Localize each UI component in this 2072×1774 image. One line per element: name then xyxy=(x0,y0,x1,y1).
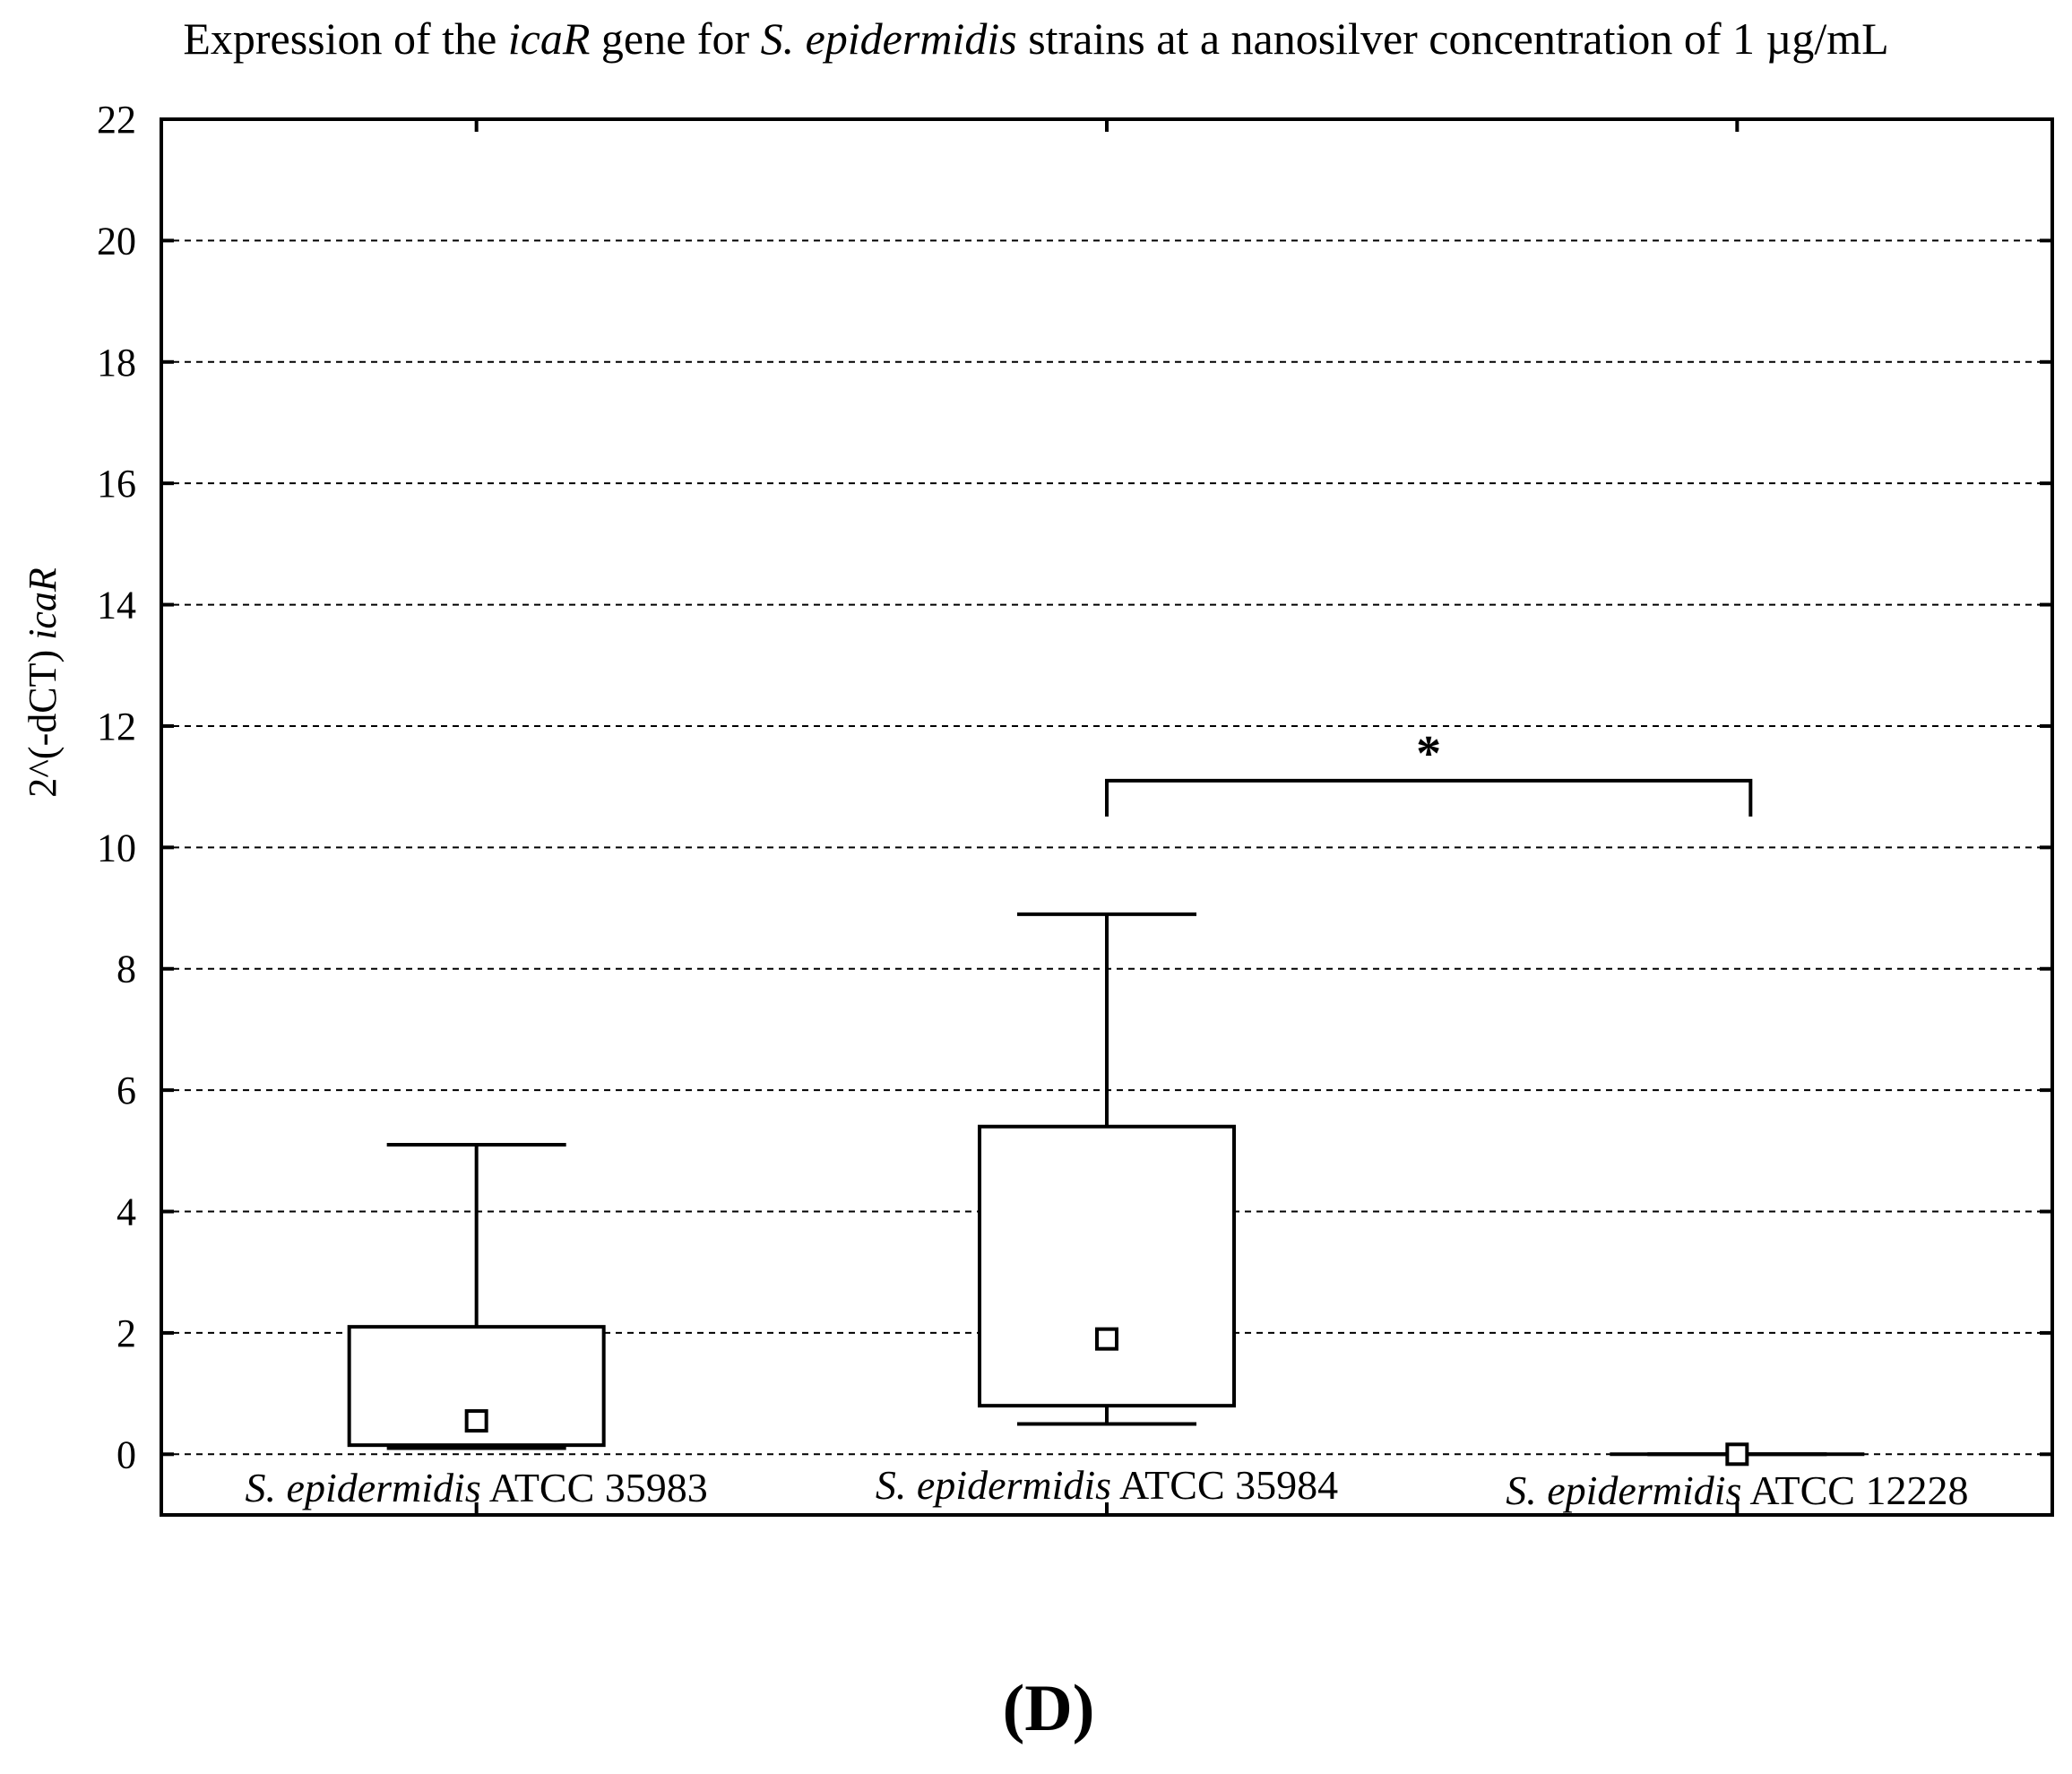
iqr-box xyxy=(978,1124,1236,1408)
y-tick-label: 12 xyxy=(97,705,136,749)
y-tick-label: 2 xyxy=(117,1311,136,1355)
strain-name: ATCC 12228 xyxy=(1741,1467,1968,1513)
mean-marker xyxy=(1725,1442,1749,1467)
mean-marker xyxy=(464,1409,488,1433)
y-tick-label: 18 xyxy=(97,341,136,385)
panel-label: (D) xyxy=(1003,1672,1095,1745)
mean-marker xyxy=(1095,1327,1118,1351)
text-part: S. epidermidis xyxy=(761,13,1017,64)
x-axis-ticks xyxy=(474,119,1740,1515)
significance-marker: * xyxy=(1416,726,1441,782)
y-axis-ticks: 0 2 4 6 8 10 12 14 16 18 20 22 xyxy=(97,98,2052,1476)
x-category-label: S. epidermidis ATCC 35984 xyxy=(876,1462,1338,1508)
box-plot-2 xyxy=(978,912,1236,1426)
species-name: S. epidermidis xyxy=(246,1465,481,1510)
y-tick-label: 8 xyxy=(117,948,136,991)
y-tick-label: 10 xyxy=(97,826,136,870)
x-category-label: S. epidermidis ATCC 12228 xyxy=(1506,1467,1968,1513)
y-tick-label: 22 xyxy=(97,98,136,142)
text-part: Expression of the xyxy=(183,13,507,64)
y-tick-label: 0 xyxy=(117,1432,136,1476)
strain-name: ATCC 35983 xyxy=(481,1465,708,1510)
y-tick-label: 14 xyxy=(97,584,136,627)
strain-name: ATCC 35984 xyxy=(1111,1462,1338,1508)
x-category-label: S. epidermidis ATCC 35983 xyxy=(246,1465,708,1510)
y-tick-label: 16 xyxy=(97,462,136,506)
text-part: icaR xyxy=(508,13,591,64)
text-part: strains at a nanosilver concentration of… xyxy=(1017,13,1889,64)
species-name: S. epidermidis xyxy=(1506,1467,1741,1513)
box-plot-3 xyxy=(1610,1442,1865,1467)
significance-bracket xyxy=(1105,778,1753,817)
box-plot-1 xyxy=(347,1143,606,1450)
significance-annotation: * xyxy=(1105,726,1753,817)
text-part: icaR xyxy=(21,567,65,640)
y-axis-label: 2^(-dCT) icaR xyxy=(21,567,65,798)
text-part: gene for xyxy=(590,13,760,64)
box-plots xyxy=(347,912,1865,1467)
text-part: 2^(-dCT) xyxy=(21,640,65,798)
y-tick-label: 4 xyxy=(117,1190,136,1234)
x-axis-category-labels: S. epidermidis ATCC 35983 S. epidermidis … xyxy=(246,1462,1969,1513)
y-tick-label: 6 xyxy=(117,1069,136,1112)
chart-title: Expression of the icaR gene for S. epide… xyxy=(183,13,1888,64)
y-tick-label: 20 xyxy=(97,219,136,263)
species-name: S. epidermidis xyxy=(876,1462,1111,1508)
